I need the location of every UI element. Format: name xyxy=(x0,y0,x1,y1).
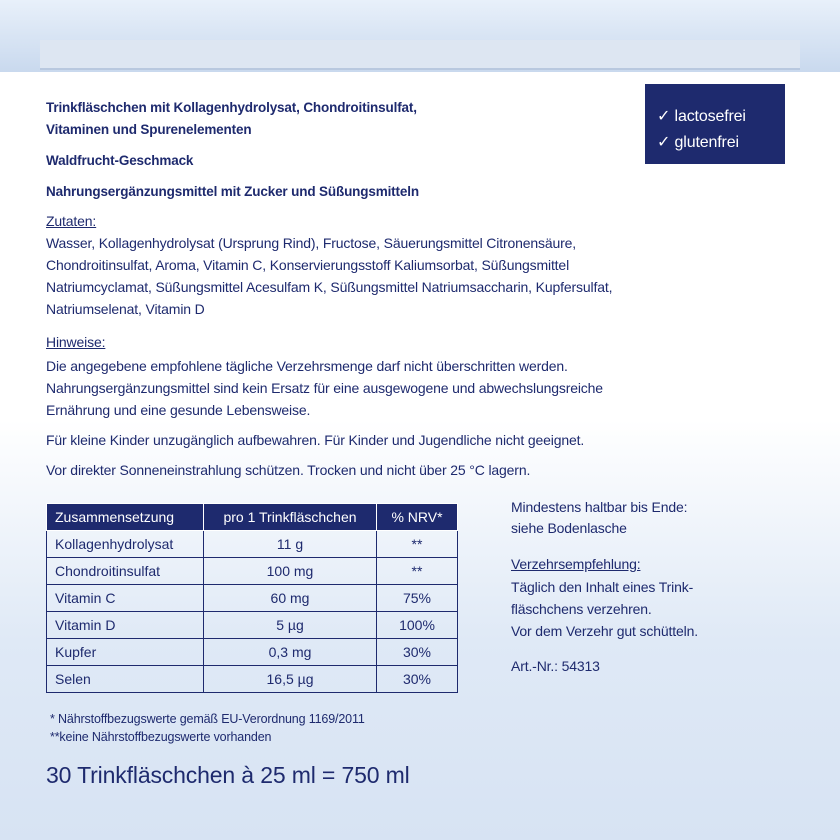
table-header: pro 1 Trinkfläschchen xyxy=(203,503,377,531)
text-line: fläschchens verzehren. xyxy=(511,601,652,617)
text-line: Ernährung und eine gesunde Lebensweise. xyxy=(46,402,311,418)
footnote: **keine Nährstoffbezugswerte vorhanden xyxy=(50,730,272,744)
table-cell: 30% xyxy=(376,638,458,666)
badge: ✓ lactosefrei ✓ glutenfrei xyxy=(645,84,785,164)
table-cell: Vitamin C xyxy=(46,584,204,612)
table-cell: Vitamin D xyxy=(46,611,204,639)
headline: Trinkfläschchen mit Kollagenhydrolysat, … xyxy=(46,100,417,115)
table-cell: 100% xyxy=(376,611,458,639)
footnote: * Nährstoffbezugswerte gemäß EU-Verordnu… xyxy=(50,712,365,726)
table-cell: 5 µg xyxy=(203,611,377,639)
table-cell: 60 mg xyxy=(203,584,377,612)
top-flap-edge xyxy=(40,40,800,70)
table-cell: 16,5 µg xyxy=(203,665,377,693)
article-number: Art.-Nr.: 54313 xyxy=(511,658,600,674)
table-header: Zusammensetzung xyxy=(46,503,204,531)
heading: Zutaten: xyxy=(46,213,97,229)
table-row: Kollagenhydrolysat 11 g ** xyxy=(46,530,458,558)
table-row: Selen 16,5 µg 30% xyxy=(46,665,458,693)
table-cell: 30% xyxy=(376,665,458,693)
table-row: Kupfer 0,3 mg 30% xyxy=(46,638,458,666)
table-row: Vitamin C 60 mg 75% xyxy=(46,584,458,612)
badge-text: ✓ lactosefrei xyxy=(657,108,746,125)
heading: Hinweise: xyxy=(46,334,106,350)
table-cell: Kupfer xyxy=(46,638,204,666)
text-line: Mindestens haltbar bis Ende: xyxy=(511,499,688,515)
table-row: Chondroitinsulfat 100 mg ** xyxy=(46,557,458,585)
text-line: Vor dem Verzehr gut schütteln. xyxy=(511,623,698,639)
table-cell: 0,3 mg xyxy=(203,638,377,666)
nutrition-table: Zusammensetzung pro 1 Trinkfläschchen% NR… xyxy=(46,503,458,693)
headline: Vitaminen und Spurenelementen xyxy=(46,122,252,137)
badge-text: ✓ glutenfrei xyxy=(657,134,739,151)
table-header: % NRV* xyxy=(376,503,458,531)
table-cell: Selen xyxy=(46,665,204,693)
table-cell: 100 mg xyxy=(203,557,377,585)
flavor: Waldfrucht-Geschmack xyxy=(46,153,194,168)
text-line: Vor direkter Sonneneinstrahlung schützen… xyxy=(46,462,531,478)
table-cell: ** xyxy=(376,530,458,558)
text-line: Natriumcyclamat, Süßungsmittel Acesulfam… xyxy=(46,279,613,295)
table-cell: Kollagenhydrolysat xyxy=(46,530,204,558)
text-line: Natriumselenat, Vitamin D xyxy=(46,301,205,317)
text-line: Wasser, Kollagenhydrolysat (Ursprung Rin… xyxy=(46,235,577,251)
category: Nahrungsergänzungsmittel mit Zucker und … xyxy=(46,184,419,199)
text-line: Für kleine Kinder unzugänglich aufbewahr… xyxy=(46,432,585,448)
table-cell: 11 g xyxy=(203,530,377,558)
text-line: Nahrungsergänzungsmittel sind kein Ersat… xyxy=(46,380,603,396)
text-line: siehe Bodenlasche xyxy=(511,520,627,536)
heading: Verzehrsempfehlung: xyxy=(511,556,641,572)
table-cell: Chondroitinsulfat xyxy=(46,557,204,585)
text-line: Täglich den Inhalt eines Trink- xyxy=(511,579,694,595)
table-cell: ** xyxy=(376,557,458,585)
text-line: Chondroitinsulfat, Aroma, Vitamin C, Kon… xyxy=(46,257,570,273)
quantity: 30 Trinkfläschchen à 25 ml = 750 ml xyxy=(46,762,410,788)
table-cell: 75% xyxy=(376,584,458,612)
text-line: Die angegebene empfohlene tägliche Verze… xyxy=(46,358,568,374)
